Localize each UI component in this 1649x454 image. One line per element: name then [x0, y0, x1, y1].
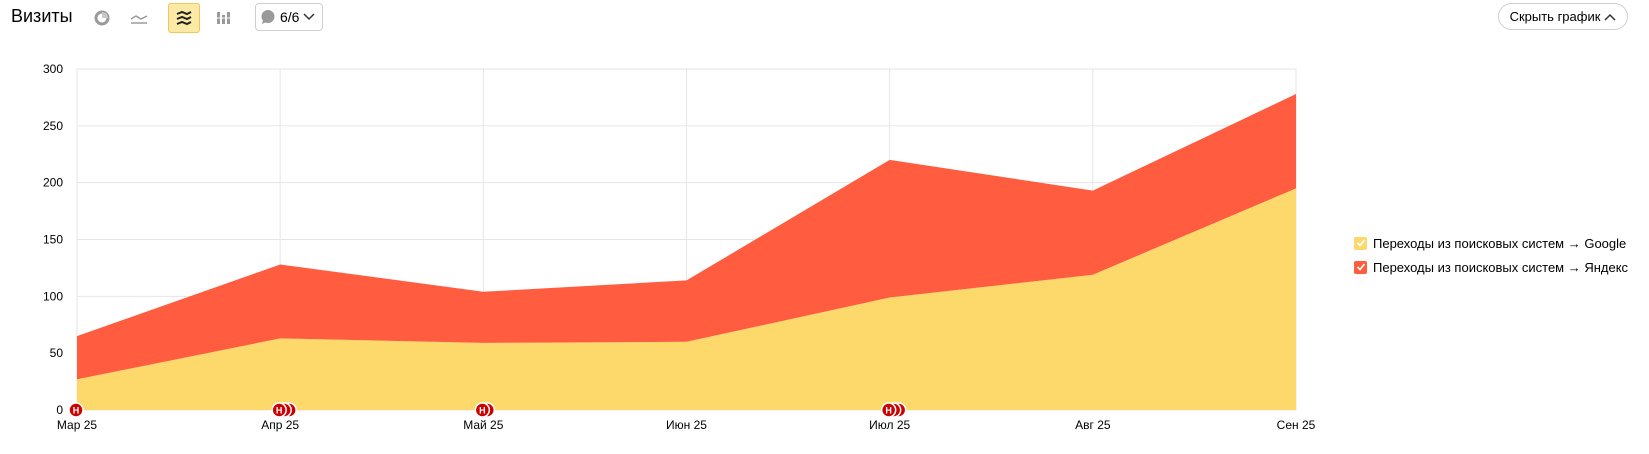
x-axis-ticks: Мар 25 Апр 25 Май 25 Июн 25 Июл 25 Авг 25 Сен …: [57, 418, 1316, 432]
visits-chart: 0 50 100 150 200 250 300 Мар 25 Апр 25 Май 25 Июн…: [43, 62, 1316, 432]
stacked-bar-button[interactable]: [208, 3, 240, 33]
y-tick-label: 100: [43, 289, 63, 303]
annotation-marker-label: Н: [276, 406, 283, 416]
annotation-marker[interactable]: Н: [474, 402, 496, 418]
pie-chart-button[interactable]: [86, 3, 118, 33]
annotation-marker-label: Н: [479, 406, 486, 416]
stacked-bar-icon: [216, 12, 231, 24]
x-tick-label: Авг 25: [1075, 418, 1111, 432]
legend-label-yandex: Переходы из поисковых систем → Яндекс: [1373, 259, 1629, 275]
notes-filter-button[interactable]: 6/6: [255, 3, 323, 31]
hide-chart-label: Скрыть график: [1509, 9, 1601, 24]
area-series-yandex[interactable]: [77, 94, 1296, 380]
y-tick-label: 0: [56, 403, 63, 417]
legend-label-google: Переходы из поисковых систем → Google: [1373, 235, 1627, 251]
y-tick-label: 250: [43, 119, 63, 133]
x-tick-label: Мар 25: [57, 418, 97, 432]
page-title: Визиты: [11, 6, 73, 26]
checkbox-icon: [1354, 236, 1367, 250]
y-tick-label: 50: [50, 346, 64, 360]
annotation-marker[interactable]: Н: [880, 402, 907, 418]
comment-icon: [261, 10, 275, 24]
notes-count: 6/6: [280, 9, 300, 25]
stacked-area-icon: [176, 10, 192, 26]
x-tick-label: Апр 25: [261, 418, 299, 432]
legend-item-yandex[interactable]: Переходы из поисковых систем → Яндекс: [1354, 255, 1628, 279]
y-axis-ticks: 0 50 100 150 200 250 300: [43, 62, 63, 417]
pie-chart-icon: [94, 10, 110, 26]
line-chart-button[interactable]: [123, 3, 155, 33]
line-chart-icon: [130, 15, 148, 24]
y-tick-label: 300: [43, 62, 63, 76]
chevron-down-icon: [303, 13, 315, 21]
chart-toolbar: Визиты 6/6: [0, 0, 1649, 36]
chart-legend: Переходы из поисковых систем → Google Пе…: [1354, 231, 1628, 279]
y-tick-label: 150: [43, 233, 63, 247]
annotation-marker[interactable]: Н: [271, 402, 297, 418]
hide-chart-button[interactable]: Скрыть график: [1498, 3, 1628, 30]
area-series-google[interactable]: [77, 188, 1296, 410]
checkbox-icon: [1354, 260, 1367, 274]
stacked-area-button[interactable]: [168, 3, 200, 33]
legend-item-google[interactable]: Переходы из поисковых систем → Google: [1354, 231, 1628, 255]
x-tick-label: Май 25: [463, 418, 504, 432]
x-tick-label: Сен 25: [1277, 418, 1316, 432]
y-tick-label: 200: [43, 176, 63, 190]
annotation-marker-label: Н: [885, 406, 892, 416]
annotation-marker[interactable]: Н: [68, 402, 84, 418]
x-tick-label: Июн 25: [666, 418, 707, 432]
x-tick-label: Июл 25: [869, 418, 910, 432]
chart-areas: [77, 94, 1296, 410]
chevron-up-icon: [1604, 13, 1616, 21]
annotation-marker-label: Н: [73, 406, 80, 416]
